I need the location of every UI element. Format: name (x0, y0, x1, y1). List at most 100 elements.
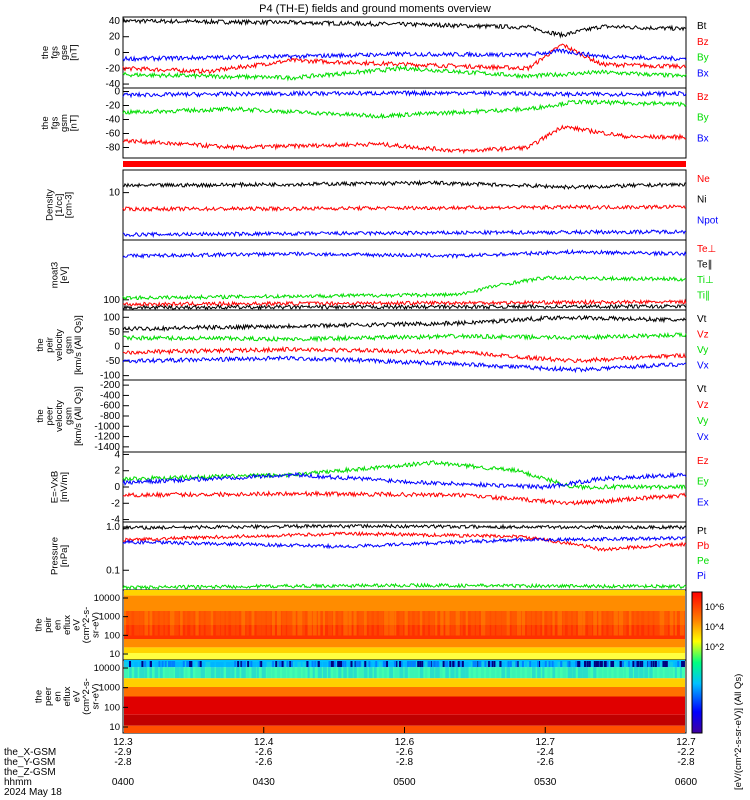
legend-Vy: Vy (697, 416, 708, 427)
spectrogram-streak (526, 611, 531, 636)
spectrogram-noise (197, 661, 200, 667)
spectrogram-streak (430, 662, 435, 679)
spectrogram-noise (622, 661, 625, 667)
spectrogram-noise (606, 661, 609, 667)
spectrogram-streak (450, 611, 455, 636)
spectrogram-noise (664, 661, 667, 667)
spectrogram-streak (246, 662, 250, 679)
spectrogram-streak (542, 662, 545, 679)
spectrogram-streak (261, 611, 266, 636)
spectrogram-noise (544, 661, 547, 667)
spectrogram-noise (662, 661, 665, 667)
spectrogram-streak (159, 662, 163, 679)
spectrogram-noise (654, 661, 657, 667)
series-Pb (122, 530, 687, 552)
y-label-line: sr-eV) (91, 612, 102, 638)
spectrogram-streak (210, 662, 215, 679)
y-tick-label: 0 (114, 87, 120, 98)
spectrogram-noise (328, 661, 331, 667)
spectrogram-streak (430, 611, 435, 636)
spectrogram-streak (613, 662, 617, 679)
spectrogram-noise (560, 661, 563, 667)
spectrogram-streak (139, 662, 145, 679)
spectrogram-streak (618, 662, 623, 679)
spectrogram-streak (180, 611, 183, 636)
spectrogram-streak (159, 611, 164, 636)
spectrogram-streak (577, 611, 583, 636)
y-label-line: [km/s (All Qs)] (73, 315, 84, 375)
spectrogram-streak (384, 611, 389, 636)
x-row-value: -2.8 (396, 757, 414, 768)
y-tick-label: -40 (106, 79, 121, 90)
spectrogram-streak (379, 662, 382, 679)
spectrogram-noise (578, 661, 581, 667)
spectrogram-streak (572, 611, 576, 636)
spectrogram-noise (551, 661, 554, 667)
spectrogram-noise (341, 661, 344, 667)
x-row-label: the_Y-GSM (4, 757, 55, 768)
spectrogram-noise (190, 661, 193, 667)
spectrogram-streak (307, 611, 312, 636)
colorbar-tick-label: 10^4 (705, 622, 724, 632)
spectrogram-streak (628, 662, 633, 679)
spectrogram-streak (450, 662, 455, 679)
spectrogram-noise (144, 661, 147, 667)
spectrogram-streak (547, 662, 551, 679)
spectrogram-streak (129, 611, 132, 636)
y-tick-label: 40 (109, 16, 121, 27)
spectrogram-noise (634, 661, 637, 667)
spectrogram-streak (312, 662, 315, 679)
series-Bx (122, 89, 687, 99)
spectrogram-streak (328, 611, 333, 636)
spectrogram-noise (289, 661, 292, 667)
spectrogram-streak (588, 611, 593, 636)
y-axis-label-8: Pressure[nPa] (49, 537, 70, 575)
spectrogram-streak (419, 611, 423, 636)
spectrogram-streak (603, 662, 608, 679)
y-label-line: (cm^2-s- (81, 607, 92, 644)
spectrogram-streak (445, 611, 450, 636)
x-row-value: -2.2 (677, 747, 695, 758)
spectrogram-band (124, 611, 685, 625)
spectrogram-noise (449, 661, 452, 667)
series-Pe (122, 582, 687, 591)
spectrogram-streak (200, 611, 204, 636)
spectrogram-streak (343, 611, 348, 636)
spectrogram-streak (271, 611, 275, 636)
spectrogram-streak (562, 611, 566, 636)
x-row-label: hhmm (4, 777, 32, 788)
spectrogram-streak (368, 611, 372, 636)
spectrogram-streak (521, 662, 525, 679)
spectrogram-streak (322, 611, 326, 636)
spectrogram-noise (452, 661, 455, 667)
spectrogram-noise (427, 661, 430, 667)
spectrogram-noise (652, 661, 655, 667)
spectrogram-noise (484, 661, 487, 667)
spectrogram-streak (297, 662, 301, 679)
spectrogram-streak (460, 662, 466, 679)
spectrogram-streak (185, 611, 188, 636)
series-By (122, 99, 687, 120)
x-row-value: 0600 (675, 777, 698, 788)
spectrogram-noise (413, 661, 416, 667)
colorbar-tick-label: 10^6 (705, 602, 724, 612)
y-label-line: [mV/m] (59, 472, 70, 502)
legend-Vt: Vt (697, 384, 707, 395)
y-label-line: E=-VxB (49, 471, 60, 503)
y-tick-label: 10 (109, 188, 121, 199)
spectrogram-noise (507, 661, 510, 667)
series-Te∥ (122, 303, 687, 311)
legend-Ni: Ni (697, 195, 706, 206)
spectrogram-streak (200, 662, 205, 679)
x-row-value: 0430 (253, 777, 276, 788)
y-tick-label: -1400 (94, 442, 120, 453)
spectrogram-noise (272, 661, 275, 667)
spectrogram-noise (489, 661, 492, 667)
spectrogram-streak (180, 662, 184, 679)
spectrogram-streak (322, 662, 327, 679)
series-Bz (122, 124, 687, 155)
spectrogram-noise (453, 661, 456, 667)
